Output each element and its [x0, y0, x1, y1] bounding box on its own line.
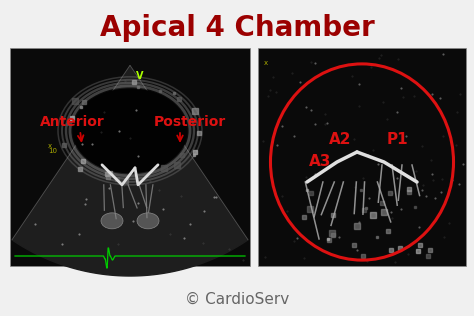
- Ellipse shape: [73, 88, 188, 173]
- Text: A2: A2: [329, 131, 351, 147]
- Text: x
10: x 10: [48, 143, 57, 154]
- Bar: [258, 48, 466, 266]
- Text: Anterior: Anterior: [40, 115, 104, 129]
- Ellipse shape: [137, 213, 159, 229]
- Bar: [10, 48, 250, 266]
- Ellipse shape: [101, 213, 123, 229]
- Polygon shape: [12, 65, 248, 276]
- Text: Posterior: Posterior: [154, 115, 226, 129]
- Text: A3: A3: [309, 155, 331, 169]
- Text: V: V: [136, 71, 144, 82]
- Text: P1: P1: [386, 131, 408, 147]
- Text: © CardioServ: © CardioServ: [185, 291, 289, 307]
- Text: x: x: [264, 60, 268, 66]
- Text: Apical 4 Chamber: Apical 4 Chamber: [100, 14, 374, 42]
